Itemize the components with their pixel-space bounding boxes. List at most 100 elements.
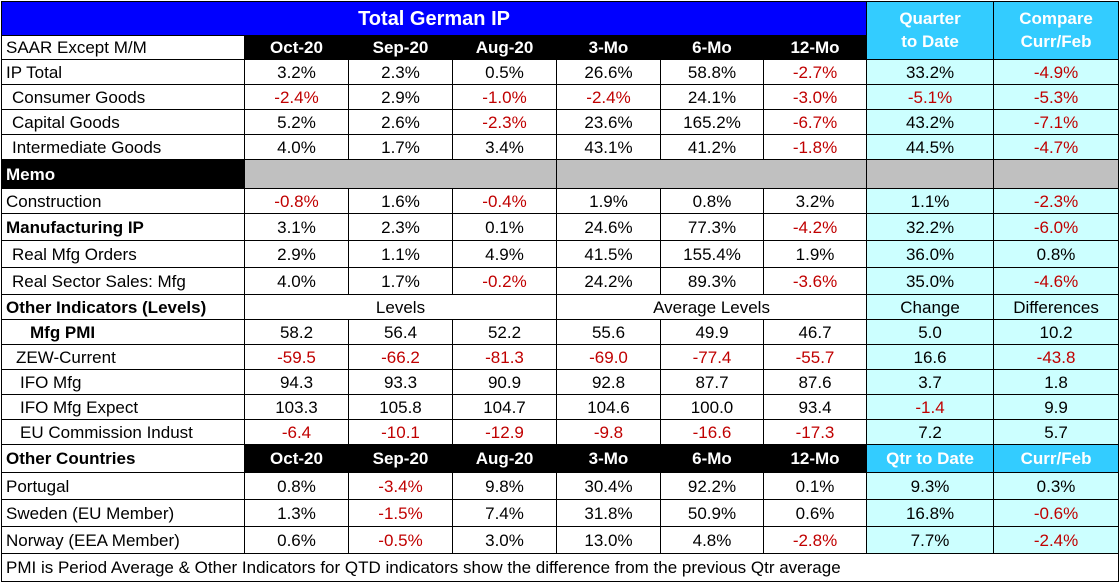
table-cell: 49.9 [660,319,764,345]
indicators-header-row: Other Indicators (Levels) Levels Average L… [1,294,1119,320]
table-cell: 16.8% [866,499,995,527]
table-cell: -69.0 [556,344,661,370]
table-cell: 92.2% [660,472,764,500]
table-row: Mfg PMI 58.2 56.4 52.2 55.6 49.9 46.7 5.0 10.2 [1,319,1119,345]
table-cell: -6.0% [993,213,1119,241]
table-cell: 103.3 [244,394,349,420]
row-label: Mfg PMI [1,319,245,345]
table-cell: -43.8 [993,344,1119,370]
table-cell: 4.9% [452,240,557,268]
row-label: IFO Mfg Expect [1,394,245,420]
table-cell: 2.6% [348,109,453,135]
row-label: Construction [1,188,245,214]
qtd-header-line2: to Date [901,31,959,51]
row-label: Sweden (EU Member) [1,499,245,527]
table-cell: 7.2 [866,419,995,445]
table-cell: -66.2 [348,344,453,370]
table-cell: 44.5% [866,134,995,160]
period-header: Sep-20 [348,444,453,473]
table-cell: 9.9 [993,394,1119,420]
table-cell: -0.2% [452,267,557,295]
table-row: Consumer Goods -2.4% 2.9% -1.0% -2.4% 24.1% -3… [1,84,1119,110]
table-row: Portugal 0.8% -3.4% 9.8% 30.4% 92.2% 0.1% 9.3% 0… [1,472,1119,500]
table-cell: 1.7% [348,134,453,160]
table-cell: 41.2% [660,134,764,160]
table-cell: 56.4 [348,319,453,345]
period-header: 12-Mo [762,444,868,473]
memo-fill [555,159,868,189]
table-cell: 32.2% [866,213,995,241]
table-cell: -1.4 [866,394,995,420]
section-label: SAAR Except M/M [1,35,245,60]
table-cell: -3.4% [348,472,453,500]
table-cell: -2.4% [244,84,349,110]
row-label: Consumer Goods [1,84,245,110]
table-cell: 104.7 [452,394,557,420]
table-cell: 155.4% [660,240,764,268]
table-cell: 26.6% [556,59,661,85]
table-cell: 16.6 [866,344,995,370]
period-header: 3-Mo [556,35,661,60]
table-row: Sweden (EU Member) 1.3% -1.5% 7.4% 31.8% 50.9… [1,499,1119,527]
table-cell: -5.1% [866,84,995,110]
table-cell: 1.9% [556,188,661,214]
table-cell: -0.5% [348,526,453,554]
table-cell: -2.4% [556,84,661,110]
table-cell: 33.2% [866,59,995,85]
table-cell: -7.1% [993,109,1119,135]
table-cell: 50.9% [660,499,764,527]
table-cell: -6.7% [762,109,868,135]
table-cell: 4.0% [244,267,349,295]
table-cell: 1.9% [762,240,868,268]
row-label: EU Commission Indust [1,419,245,445]
table-cell: 43.1% [556,134,661,160]
memo-fill [244,159,557,189]
table-cell: 31.8% [556,499,661,527]
table-cell: 7.7% [866,526,995,554]
table-cell: 94.3 [244,369,349,395]
row-label: Norway (EEA Member) [1,526,245,554]
table-cell: -4.6% [993,267,1119,295]
row-label: ZEW-Current [1,344,245,370]
table-cell: 13.0% [556,526,661,554]
table-cell: 55.6 [556,319,661,345]
table-row: Capital Goods 5.2% 2.6% -2.3% 23.6% 165.2% -6.… [1,109,1119,135]
row-label: Manufacturing IP [1,213,245,241]
table-cell: -1.0% [452,84,557,110]
table-cell: 0.8% [660,188,764,214]
table-cell: 58.2 [244,319,349,345]
table-cell: 24.6% [556,213,661,241]
table-cell: -9.8 [556,419,661,445]
countries-label: Other Countries [1,444,245,473]
table-cell: 1.8 [993,369,1119,395]
table-cell: -2.3% [993,188,1119,214]
table-cell: -2.4% [993,526,1119,554]
footnote-row: PMI is Period Average & Other Indicators… [0,553,1119,582]
average-levels-header: Average Levels [555,294,868,320]
table-cell: 36.0% [866,240,995,268]
table-cell: 1.6% [348,188,453,214]
table-cell: 52.2 [452,319,557,345]
table-cell: 100.0 [660,394,764,420]
table-cell: 2.9% [244,240,349,268]
table-cell: 2.3% [348,59,453,85]
compare-header: Compare Curr/Feb [993,1,1119,60]
table-title: Total German IP [0,1,868,36]
row-label: Intermediate Goods [1,134,245,160]
table-cell: 92.8 [556,369,661,395]
table-cell: -3.6% [762,267,868,295]
table-cell: 105.8 [348,394,453,420]
table-cell: -4.9% [993,59,1119,85]
row-label: IFO Mfg [1,369,245,395]
period-header: Sep-20 [348,35,453,60]
table-cell: -77.4 [660,344,764,370]
table-cell: -1.8% [762,134,868,160]
table-row: IP Total 3.2% 2.3% 0.5% 26.6% 58.8% -2.7% 33.2%… [1,59,1119,85]
table-cell: 90.9 [452,369,557,395]
table-cell: 0.5% [452,59,557,85]
row-label: IP Total [1,59,245,85]
table-cell: 24.2% [556,267,661,295]
table-cell: 4.0% [244,134,349,160]
table-cell: 0.1% [762,472,868,500]
period-header: 6-Mo [660,35,764,60]
